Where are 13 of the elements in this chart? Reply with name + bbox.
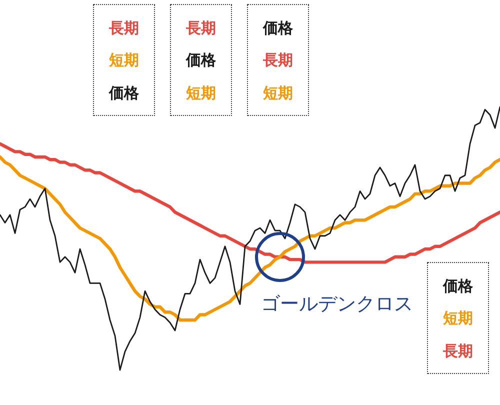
text: 価格 bbox=[186, 51, 216, 69]
text: 長期 bbox=[186, 18, 216, 36]
text: 長期 bbox=[263, 51, 293, 69]
text: 価格 bbox=[443, 276, 473, 294]
text: 短期 bbox=[443, 309, 473, 327]
annotation: ゴールデンクロス bbox=[261, 292, 413, 315]
text: 短期 bbox=[109, 51, 139, 69]
text: 価格 bbox=[109, 84, 139, 102]
text: 長期 bbox=[109, 18, 139, 36]
text: 価格 bbox=[263, 18, 293, 36]
text: 短期 bbox=[263, 84, 293, 102]
text: 長期 bbox=[443, 342, 473, 360]
text: 短期 bbox=[186, 84, 216, 102]
